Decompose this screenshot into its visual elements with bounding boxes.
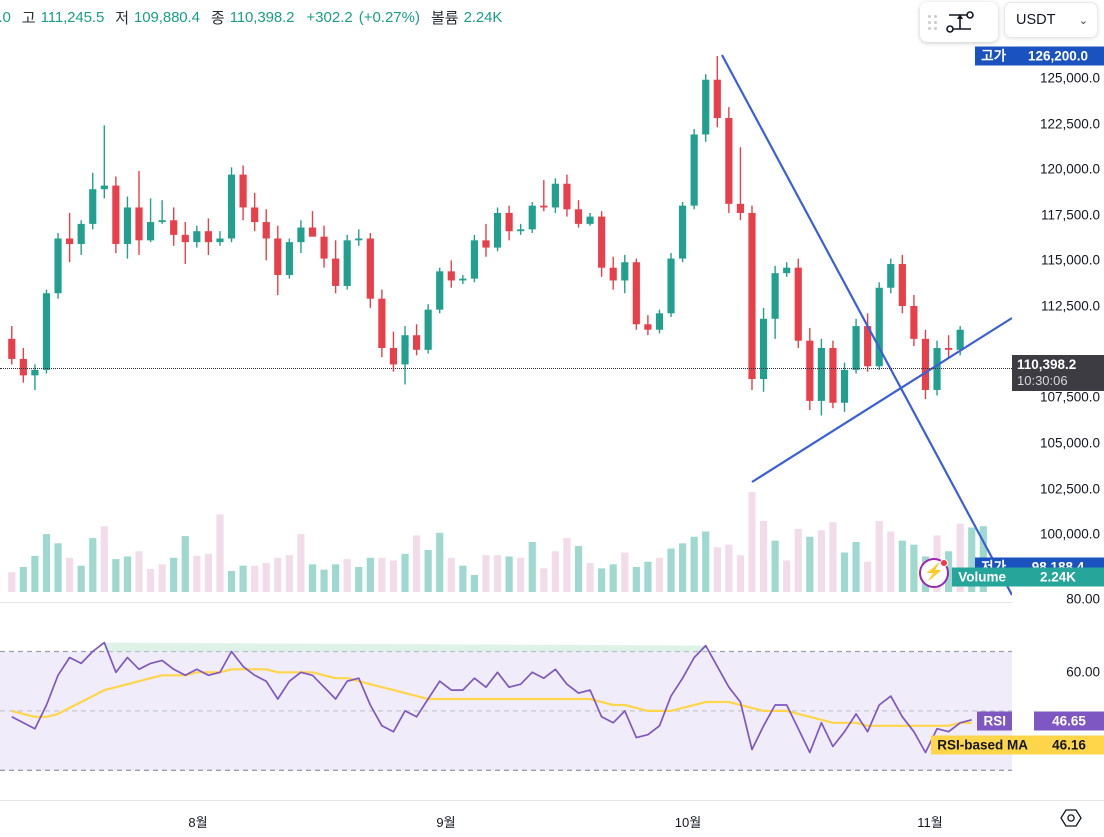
price-tick-6: 107,500.0 [1039, 389, 1100, 405]
notification-dot [940, 559, 948, 567]
chevron-down-icon: ⌄ [1078, 14, 1088, 27]
price-tick-9: 100,000.0 [1039, 526, 1100, 542]
price-tick-8: 102,500.0 [1039, 481, 1100, 496]
change-percent: (+0.27%) [358, 9, 420, 26]
lightning-icon: ⚡ [924, 564, 944, 581]
flash-alert-badge[interactable]: ⚡ [919, 558, 949, 588]
rsi-ma-tag-value: 46.16 [1034, 735, 1104, 755]
ascending-support [751, 317, 1012, 483]
open-value: 96.0 [0, 9, 11, 26]
high-price-tag-label: 고가 [975, 46, 1012, 66]
time-axis[interactable]: 8월 9월 10월 11월 [0, 800, 1104, 837]
close-value: 110,398.2 [229, 9, 295, 26]
descending-resistance [721, 54, 1012, 596]
volume-tag-value: 2.24K [1012, 567, 1104, 587]
time-tick-1: 9월 [436, 815, 456, 830]
price-tick-0: 125,000.0 [1039, 70, 1100, 86]
last-price-line [0, 368, 1012, 369]
last-price-time: 10:30:06 [1017, 373, 1068, 388]
rsi-pane[interactable] [0, 604, 1012, 800]
volume-value: 2.24K [463, 9, 503, 26]
last-price-value: 110,398.2 [1017, 357, 1077, 372]
price-tick-3: 117,500.0 [1040, 207, 1100, 223]
symbol-currency-value: USDT [1016, 12, 1056, 28]
rsi-canvas[interactable] [0, 604, 1012, 800]
price-tick-5: 112,500.0 [1040, 298, 1100, 314]
price-tick-4: 115,000.0 [1040, 252, 1100, 268]
rsi-tick-0: 80.00 [1066, 591, 1100, 607]
measure-tool-floating-panel[interactable] [920, 2, 998, 42]
drag-handle-icon[interactable] [926, 12, 938, 32]
price-tick-7: 105,000.0 [1039, 435, 1100, 451]
low-label: 저 [115, 10, 130, 27]
ohlc-legend: 96.0 고 111,245.5 저 109,880.4 종 110,398.2… [0, 7, 502, 28]
rsi-tick-1: 60.00 [1066, 664, 1100, 680]
price-axis[interactable]: 125,000.0 122,500.0 120,000.0 117,500.0 115,… [931, 36, 1104, 800]
rsi-tag-value: 46.65 [1034, 711, 1104, 731]
time-tick-2: 10월 [674, 815, 702, 830]
measure-tool-icon[interactable] [942, 8, 976, 36]
candlestick-canvas[interactable] [0, 36, 1012, 602]
low-value: 109,880.4 [134, 9, 200, 26]
high-price-tag-value: 126,200.0 [1012, 46, 1104, 66]
volume-tag-label: Volume [952, 567, 1012, 587]
price-tick-1: 122,500.0 [1039, 116, 1100, 132]
last-price-tag: 110,398.2 10:30:06 [1012, 355, 1104, 391]
high-label: 고 [21, 10, 36, 27]
price-tick-2: 120,000.0 [1039, 161, 1100, 177]
change-value: +302.2 [306, 9, 353, 26]
rsi-tag-label: RSI [977, 711, 1012, 731]
time-tick-3: 11월 [917, 815, 943, 830]
settings-nut-icon[interactable] [1060, 807, 1082, 829]
time-tick-0: 8월 [188, 815, 208, 830]
symbol-currency-select[interactable]: USDT ⌄ [1004, 2, 1098, 38]
price-pane[interactable] [0, 36, 1012, 602]
volume-label: 볼륨 [431, 10, 459, 27]
pane-separator [0, 602, 1012, 603]
close-label: 종 [210, 10, 225, 27]
high-value: 111,245.5 [40, 9, 105, 26]
rsi-ma-tag-label: RSI-based MA [931, 735, 1034, 755]
